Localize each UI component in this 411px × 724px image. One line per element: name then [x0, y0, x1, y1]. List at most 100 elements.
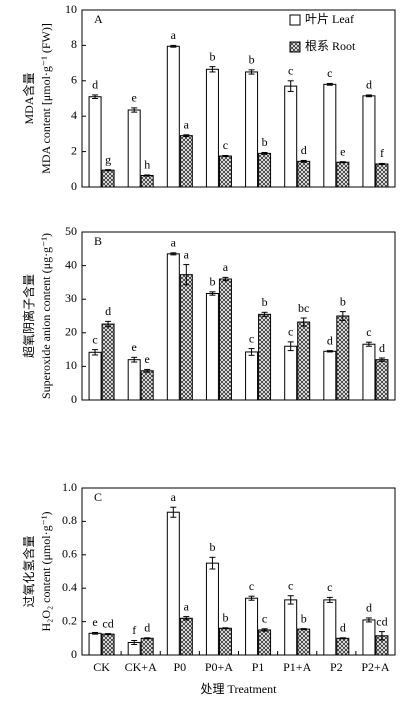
significance-label: cd: [376, 614, 387, 628]
error-bar: [222, 154, 229, 158]
significance-label: b: [262, 135, 268, 149]
bar: [245, 351, 259, 401]
y-tick-label: 10: [65, 358, 77, 372]
significance-label: b: [209, 49, 215, 63]
error-bar: [365, 617, 372, 623]
error-bar: [209, 291, 216, 296]
error-bar: [261, 628, 268, 632]
error-bar: [170, 44, 177, 48]
y-tick-label: 1.0: [62, 480, 77, 494]
significance-label: b: [301, 611, 307, 625]
y-tick-label: 10: [65, 2, 77, 16]
error-bar: [365, 341, 372, 347]
y-tick-label: 0.6: [62, 547, 77, 561]
error-bar: [261, 151, 268, 155]
significance-label: c: [249, 331, 254, 345]
error-bar: [378, 631, 385, 641]
significance-label: c: [249, 579, 254, 593]
bar: [140, 637, 154, 656]
error-bar: [105, 169, 112, 172]
error-bar: [326, 596, 333, 603]
error-bar: [378, 357, 385, 362]
significance-label: cd: [102, 616, 113, 630]
significance-label: a: [171, 490, 177, 504]
significance-label: f: [380, 146, 384, 160]
error-bar: [378, 162, 385, 166]
y-tick-label: 0.2: [62, 613, 77, 627]
plot-frame: [81, 487, 396, 656]
bar: [297, 628, 311, 656]
error-bar: [300, 159, 307, 163]
x-axis-label: 处理 Treatment: [201, 682, 278, 696]
error-bar: [300, 317, 307, 327]
error-bar: [339, 161, 346, 164]
y-tick-label: 6: [71, 73, 77, 87]
significance-label: d: [105, 304, 111, 318]
error-bar: [339, 637, 346, 640]
significance-label: c: [92, 332, 97, 346]
significance-label: d: [144, 621, 150, 635]
significance-label: d: [366, 78, 372, 92]
error-bar: [183, 264, 190, 286]
error-bar: [287, 341, 294, 352]
bar: [88, 632, 102, 656]
significance-label: c: [327, 580, 332, 594]
bar: [127, 359, 141, 401]
legend-label: 根系 Root: [305, 39, 356, 53]
error-bar: [326, 82, 333, 86]
panel-label: A: [94, 12, 103, 26]
error-bar: [131, 107, 138, 113]
bar: [362, 343, 376, 401]
bar: [258, 152, 272, 188]
significance-label: g: [105, 152, 111, 166]
significance-label: e: [145, 352, 150, 366]
bar: [297, 160, 311, 188]
significance-label: a: [171, 28, 177, 42]
y-tick-label: 0.4: [62, 580, 77, 594]
bar: [258, 313, 272, 401]
y-axis-label: MDA content [μmol·g⁻¹ (FW)]: [39, 23, 53, 174]
significance-label: e: [340, 144, 345, 158]
significance-label: d: [92, 78, 98, 92]
y-tick-label: 30: [65, 291, 77, 305]
legend-swatch: [289, 14, 301, 26]
error-bar: [209, 66, 216, 73]
error-bar: [131, 639, 138, 645]
x-tick-label: P0+A: [205, 660, 233, 674]
significance-label: b: [262, 295, 268, 309]
error-bar: [183, 134, 190, 138]
significance-label: c: [223, 138, 228, 152]
bar: [166, 253, 180, 401]
bar: [245, 71, 259, 188]
bar: [101, 169, 115, 188]
y-tick-label: 2: [71, 143, 77, 157]
bar: [218, 155, 232, 188]
plot-frame: [81, 9, 396, 188]
bar: [140, 174, 154, 188]
bar: [297, 321, 311, 401]
bar: [205, 68, 219, 188]
error-bar: [248, 348, 255, 356]
x-tick-label: P1+A: [283, 660, 311, 674]
y-tick-label: 4: [71, 108, 77, 122]
significance-label: d: [379, 341, 385, 355]
error-bar: [261, 311, 268, 317]
y-tick-label: 0.8: [62, 513, 77, 527]
bar: [179, 135, 193, 188]
significance-label: e: [132, 340, 137, 354]
x-tick-label: P0: [173, 660, 186, 674]
y-axis-label: Superoxide anion content (μg·g⁻¹): [39, 233, 53, 399]
bar: [323, 599, 337, 656]
bar: [336, 161, 350, 188]
significance-label: d: [301, 143, 307, 157]
y-tick-label: 8: [71, 37, 77, 51]
error-bar: [183, 616, 190, 621]
error-bar: [144, 368, 151, 373]
error-bar: [248, 69, 255, 75]
y-axis-label: 过氧化氢含量: [21, 535, 36, 607]
bar: [284, 85, 298, 188]
significance-label: c: [288, 325, 293, 339]
bar: [205, 292, 219, 401]
